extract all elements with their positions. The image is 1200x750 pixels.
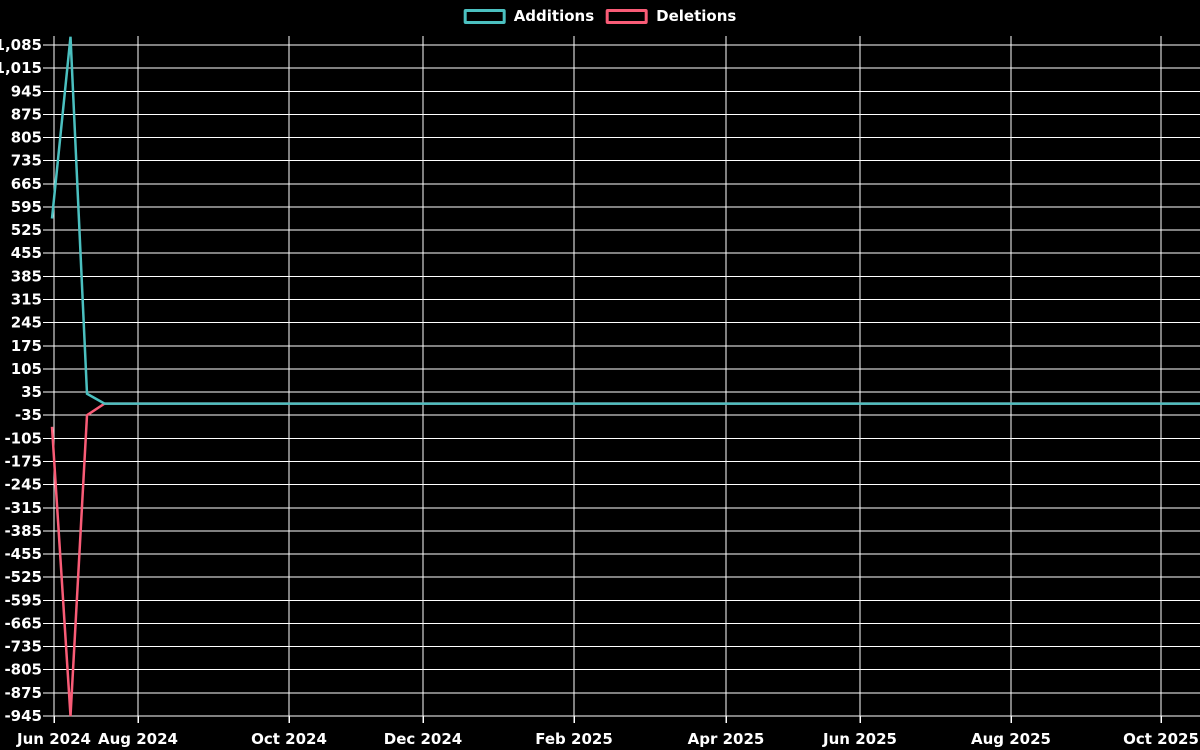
y-tick-label: -35 [15, 406, 42, 424]
deletions-line[interactable] [50, 402, 1200, 717]
additions-legend-swatch-icon [463, 8, 506, 24]
legend-item-additions[interactable]: Additions [463, 6, 595, 26]
y-tick-label: 175 [11, 337, 42, 355]
y-tick-label: -525 [4, 568, 42, 586]
y-tick-label: 1,015 [0, 59, 42, 77]
x-tick-label: Oct 2024 [251, 730, 327, 748]
y-tick-label: 385 [11, 267, 42, 285]
x-tick-label: Aug 2025 [971, 730, 1051, 748]
y-tick-label: -735 [4, 638, 42, 656]
y-tick-label: 945 [11, 82, 42, 100]
y-tick-label: 245 [11, 314, 42, 332]
x-tick-label: Apr 2025 [688, 730, 765, 748]
y-tick-label: -455 [4, 545, 42, 563]
x-tick-label: Jun 2025 [822, 730, 897, 748]
x-tick-label: Aug 2024 [98, 730, 178, 748]
y-tick-label: -805 [4, 661, 42, 679]
y-tick-label: 595 [11, 198, 42, 216]
y-tick-label: 735 [11, 152, 42, 170]
y-tick-label: -315 [4, 499, 42, 517]
y-tick-label: 525 [11, 221, 42, 239]
y-tick-label: -665 [4, 614, 42, 632]
y-tick-label: -175 [4, 452, 42, 470]
chart-legend: Additions Deletions [463, 6, 736, 26]
y-tick-label: -595 [4, 591, 42, 609]
y-tick-label: -105 [4, 429, 42, 447]
additions-legend-label: Additions [513, 7, 595, 25]
y-tick-label: 665 [11, 175, 42, 193]
y-tick-label: 105 [11, 360, 42, 378]
x-tick-label: Feb 2025 [535, 730, 613, 748]
y-tick-label: 1,085 [0, 36, 42, 54]
y-tick-label: -245 [4, 476, 42, 494]
x-tick-label: Jun 2024 [16, 730, 91, 748]
y-tick-label: -945 [4, 707, 42, 725]
y-tick-label: 35 [21, 383, 42, 401]
y-tick-label: -875 [4, 684, 42, 702]
y-tick-label: 315 [11, 291, 42, 309]
x-tick-label: Oct 2025 [1123, 730, 1199, 748]
legend-item-deletions[interactable]: Deletions [606, 6, 736, 26]
additions-line[interactable] [50, 36, 1200, 405]
x-tick-label: Dec 2024 [384, 730, 463, 748]
deletions-legend-swatch-icon [606, 8, 649, 24]
y-tick-label: 875 [11, 105, 42, 123]
y-tick-label: 805 [11, 129, 42, 147]
y-tick-label: 455 [11, 244, 42, 262]
deletions-legend-label: Deletions [656, 7, 737, 25]
y-tick-label: -385 [4, 522, 42, 540]
